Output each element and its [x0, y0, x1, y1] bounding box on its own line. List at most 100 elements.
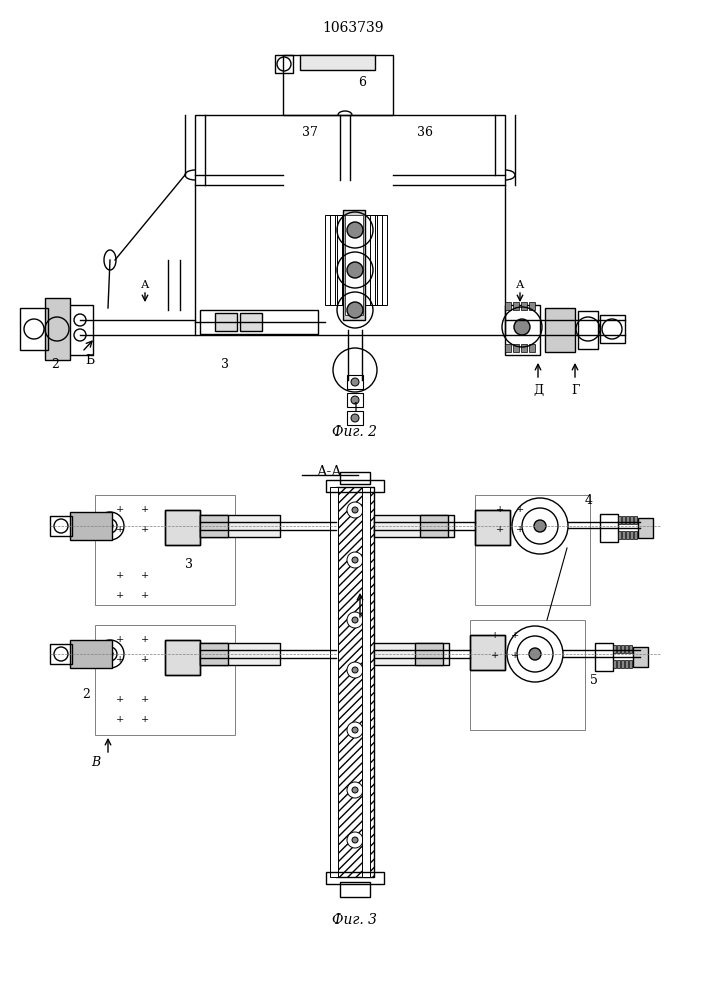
Bar	[521, 302, 527, 310]
Text: 4: 4	[585, 493, 593, 506]
Circle shape	[514, 319, 530, 335]
Circle shape	[347, 612, 363, 628]
Bar	[374, 515, 454, 537]
Bar	[50, 644, 72, 664]
Circle shape	[347, 782, 363, 798]
Bar	[95, 625, 235, 735]
Circle shape	[347, 662, 363, 678]
Bar	[347, 411, 363, 425]
Text: +: +	[141, 696, 149, 704]
Bar	[415, 643, 443, 665]
Text: +: +	[116, 506, 124, 514]
Circle shape	[347, 502, 363, 518]
Bar	[600, 315, 625, 343]
Bar	[215, 313, 237, 331]
Bar	[195, 115, 505, 335]
Text: +: +	[141, 570, 149, 580]
Bar	[629, 660, 632, 668]
Bar	[634, 516, 637, 524]
Circle shape	[352, 667, 358, 673]
Bar	[165, 640, 200, 675]
Text: 3: 3	[185, 558, 193, 572]
Bar	[470, 620, 585, 730]
Text: А: А	[516, 280, 524, 290]
Bar	[95, 495, 235, 605]
Bar	[529, 302, 535, 310]
Text: 1: 1	[351, 401, 359, 414]
Bar	[165, 510, 200, 545]
Text: Б: Б	[85, 354, 94, 366]
Bar	[336, 487, 374, 877]
Bar	[200, 310, 318, 334]
Text: А-А: А-А	[317, 465, 343, 479]
Text: 36: 36	[417, 125, 433, 138]
Bar	[165, 640, 200, 675]
Bar	[300, 55, 375, 70]
Circle shape	[351, 414, 359, 422]
Text: +: +	[141, 526, 149, 534]
Bar	[330, 215, 342, 305]
Bar	[68, 305, 93, 355]
Bar	[629, 645, 632, 653]
Bar	[505, 305, 540, 355]
Circle shape	[352, 557, 358, 563]
Text: +: +	[141, 636, 149, 645]
Bar	[521, 344, 527, 352]
Bar	[70, 640, 112, 668]
Bar	[475, 510, 510, 545]
Bar	[330, 487, 338, 877]
Text: 2: 2	[82, 688, 90, 702]
Text: 6: 6	[358, 76, 366, 89]
Bar	[630, 516, 633, 524]
Text: +: +	[141, 590, 149, 599]
Bar	[622, 531, 625, 539]
Text: +: +	[141, 656, 149, 664]
Bar	[633, 647, 648, 667]
Bar	[200, 643, 228, 665]
Bar	[630, 531, 633, 539]
Bar	[340, 472, 370, 484]
Bar	[626, 531, 629, 539]
Bar	[618, 516, 621, 524]
Bar	[370, 215, 382, 305]
Text: Д: Д	[533, 383, 543, 396]
Bar	[626, 516, 629, 524]
Text: +: +	[116, 716, 124, 724]
Bar	[374, 643, 449, 665]
Circle shape	[347, 832, 363, 848]
Bar	[470, 635, 505, 670]
Bar	[595, 643, 613, 671]
Bar	[200, 515, 280, 537]
Bar	[621, 645, 624, 653]
Text: +: +	[116, 570, 124, 580]
Bar	[618, 531, 621, 539]
Text: +: +	[516, 526, 524, 534]
Bar	[335, 215, 347, 305]
Bar	[365, 215, 377, 305]
Circle shape	[352, 787, 358, 793]
Text: +: +	[116, 636, 124, 645]
Text: 2: 2	[51, 359, 59, 371]
Bar	[513, 302, 519, 310]
Text: 3: 3	[221, 359, 229, 371]
Bar	[505, 302, 511, 310]
Bar	[475, 495, 590, 605]
Bar	[347, 375, 363, 389]
Bar	[600, 514, 618, 542]
Bar	[347, 393, 363, 407]
Text: +: +	[116, 590, 124, 599]
Bar	[50, 516, 72, 536]
Text: 5: 5	[590, 674, 598, 686]
Text: +: +	[141, 716, 149, 724]
Bar	[200, 515, 228, 537]
Circle shape	[529, 648, 541, 660]
Text: Фиг. 3: Фиг. 3	[332, 913, 378, 927]
Circle shape	[347, 722, 363, 738]
Text: +: +	[511, 650, 519, 660]
Bar	[165, 510, 200, 545]
Circle shape	[352, 727, 358, 733]
Circle shape	[107, 651, 113, 657]
Bar	[20, 308, 48, 350]
Bar	[625, 660, 628, 668]
Text: +: +	[116, 656, 124, 664]
